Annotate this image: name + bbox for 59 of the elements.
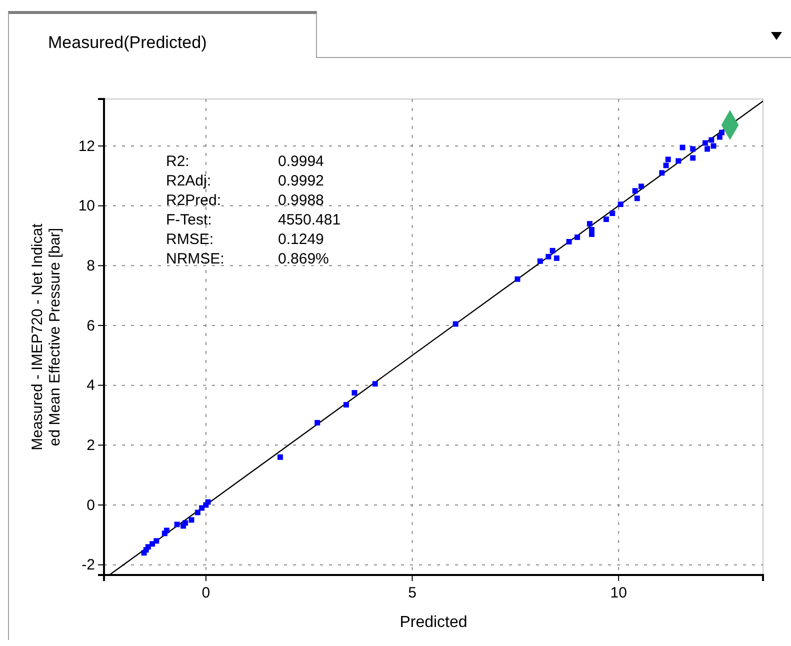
point <box>659 170 665 176</box>
point <box>702 140 708 146</box>
point <box>164 528 170 534</box>
y-tick-label: 2 <box>86 436 95 454</box>
x-tick-label: 5 <box>408 584 416 602</box>
x-tick-label: 0 <box>202 584 210 602</box>
y-tick-label: 10 <box>78 198 95 215</box>
point <box>690 146 696 152</box>
y-tick-label: 8 <box>86 257 95 274</box>
point <box>154 538 160 544</box>
point <box>550 248 556 254</box>
point <box>514 276 520 282</box>
point <box>632 188 638 194</box>
point <box>194 510 200 516</box>
text: R2Pred: 0.9988 <box>166 192 324 209</box>
y-tick-label: 0 <box>86 496 95 514</box>
y-tick-label: -2 <box>82 556 95 574</box>
point <box>718 130 724 136</box>
text: R2Adj: 0.9992 <box>166 172 324 190</box>
point <box>174 522 180 528</box>
text: NRMSE: 0.869% <box>166 250 329 268</box>
point <box>566 238 572 244</box>
point <box>277 454 283 460</box>
x-axis-title: Predicted <box>400 614 468 631</box>
point <box>314 420 320 426</box>
point <box>205 499 211 505</box>
point <box>618 202 624 208</box>
point <box>690 155 696 161</box>
point <box>663 162 669 168</box>
chart-title: Measured(Predicted) <box>48 33 207 52</box>
point <box>708 137 714 143</box>
point <box>182 520 188 526</box>
point <box>665 156 671 162</box>
point <box>452 321 458 327</box>
point <box>352 390 358 396</box>
point <box>343 402 349 408</box>
point <box>610 210 616 216</box>
point <box>586 221 592 226</box>
text: R2: 0.9994 <box>166 153 324 170</box>
point <box>574 234 580 240</box>
point <box>603 216 609 222</box>
x-tick-label: 10 <box>610 584 627 602</box>
point <box>188 517 194 523</box>
point <box>680 144 686 150</box>
point <box>634 196 640 202</box>
text: F-Test: 4550.481 <box>166 212 341 228</box>
y-tick-label: 4 <box>86 377 95 394</box>
text: RMSE: 0.1249 <box>166 231 324 248</box>
point <box>710 143 716 149</box>
y-tick-label: 12 <box>78 138 95 155</box>
point <box>372 381 378 387</box>
y-tick-label: 6 <box>86 317 95 334</box>
point <box>676 158 682 164</box>
y-axis-title: Measured - IMEP720 - Net Indicated Mean Effective Pressure [bar] <box>29 222 64 450</box>
point <box>554 255 560 261</box>
point <box>537 258 543 264</box>
point <box>704 146 710 152</box>
point <box>546 254 552 260</box>
point <box>638 184 644 190</box>
